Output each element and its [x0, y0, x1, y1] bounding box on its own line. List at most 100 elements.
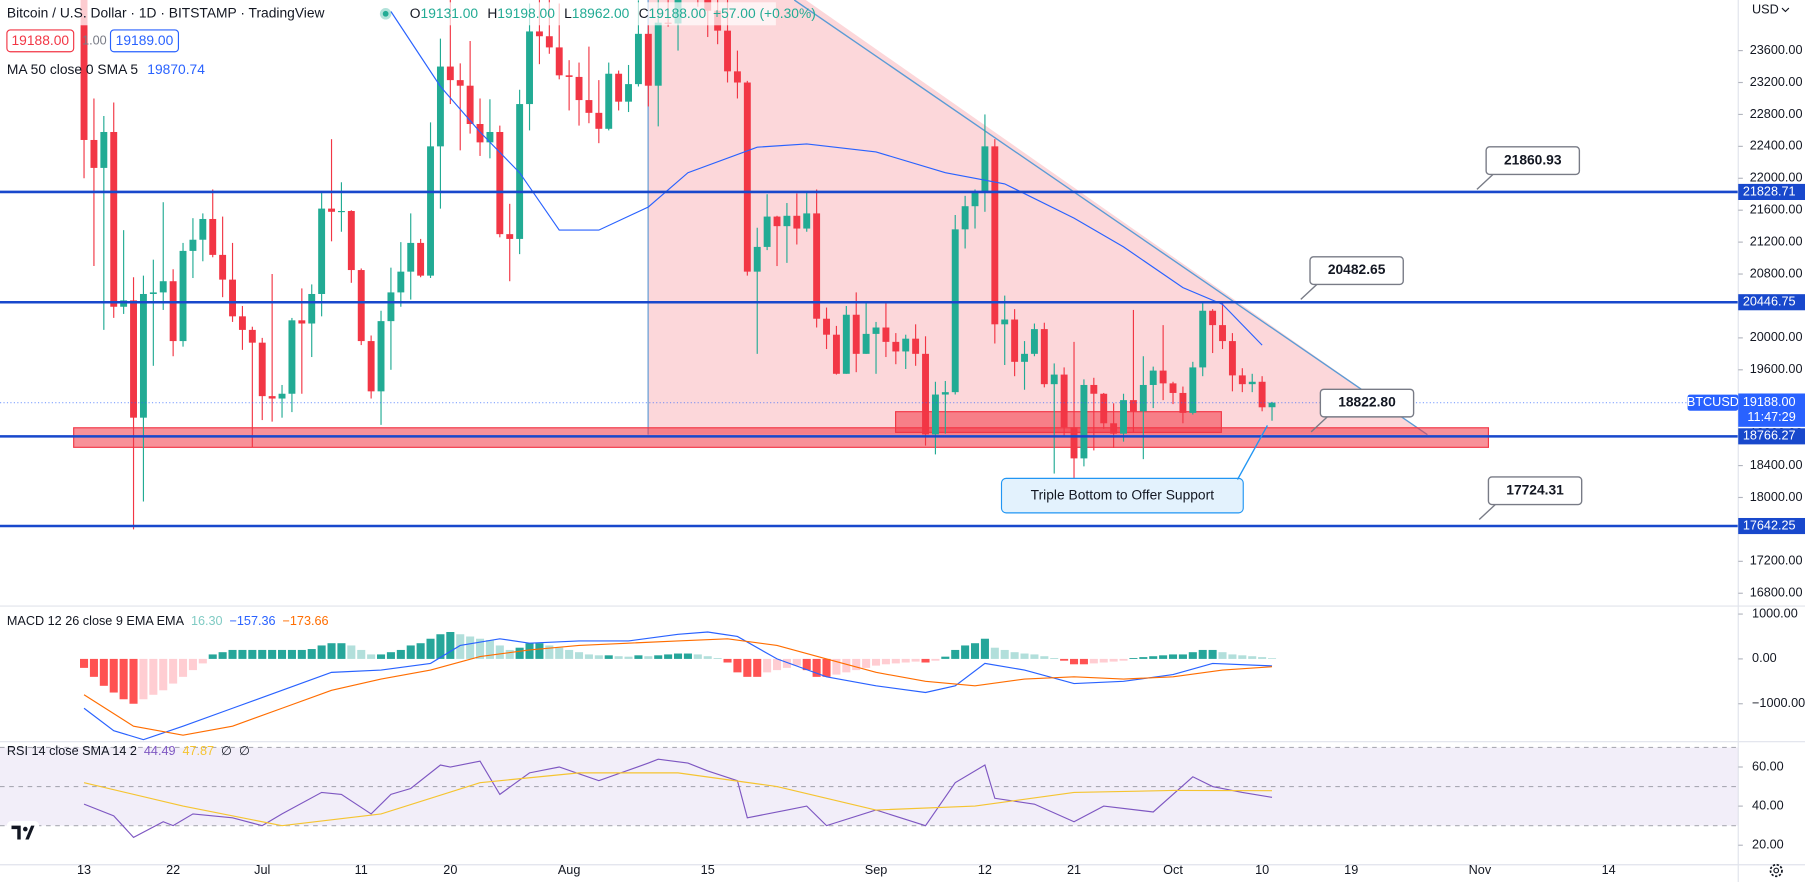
macd-bar — [961, 645, 970, 659]
header-bg — [0, 0, 380, 26]
macd-bar — [1258, 657, 1267, 659]
macd-bar — [723, 658, 732, 663]
candle-body — [466, 85, 474, 125]
candle-body — [1189, 367, 1197, 413]
ohlc-key: O — [410, 5, 421, 20]
candle-body — [961, 206, 969, 230]
macd-bar — [436, 634, 445, 659]
macd-bar — [654, 655, 663, 659]
rsi-series — [0, 746, 1739, 839]
macd-bar — [317, 645, 326, 659]
macd-bar — [1089, 658, 1098, 664]
candle-body — [229, 279, 236, 317]
macd-bar — [713, 658, 722, 659]
level-tag — [1738, 428, 1805, 445]
rsi-value: ∅ — [239, 744, 250, 758]
callout-label: 18822.80 — [1338, 395, 1396, 410]
callout-box — [1309, 256, 1404, 286]
macd-bar — [416, 643, 425, 659]
spread: 1.00 — [82, 34, 107, 48]
callout-label: 21860.93 — [1504, 152, 1562, 167]
macd-bar — [782, 658, 791, 668]
x-tick-label: Oct — [1163, 863, 1183, 877]
macd-bar — [406, 645, 415, 659]
candle-body — [367, 341, 375, 392]
logo — [6, 821, 40, 847]
gear[interactable] — [1769, 863, 1783, 878]
callout-box — [1319, 388, 1415, 418]
candle-body — [1169, 383, 1177, 393]
candle-body — [813, 213, 821, 319]
macd-name: MACD 12 26 close 9 EMA EMA — [7, 614, 185, 628]
symbol-tag — [1687, 394, 1739, 411]
macd-bar — [871, 658, 881, 666]
candle-body — [595, 112, 603, 129]
macd-bar — [970, 643, 980, 659]
ask-box[interactable] — [109, 29, 180, 53]
ohlc-key: H — [487, 5, 497, 20]
macd-bar — [446, 632, 455, 659]
y-tick-label: 21200.00 — [1750, 234, 1803, 248]
x-tick-label: 12 — [978, 863, 992, 877]
macd-bar — [980, 638, 989, 659]
ohlc-change: +57.00 (+0.30%) — [713, 5, 816, 20]
candle-body — [278, 393, 286, 399]
bid-box[interactable] — [6, 29, 75, 53]
candle-body — [80, 0, 88, 140]
candle-body — [941, 392, 949, 395]
macd-bar — [624, 656, 633, 659]
macd-bar — [99, 658, 108, 686]
macd-bar — [1099, 658, 1108, 663]
macd-bar — [911, 658, 920, 662]
candle-body — [1209, 310, 1217, 326]
macd-value: 16.30 — [191, 614, 223, 628]
annotation-box — [1000, 477, 1244, 514]
candle-body — [1060, 374, 1068, 428]
macd-bar — [753, 658, 762, 677]
macd-bar — [822, 658, 831, 677]
macd-bar — [337, 643, 346, 659]
y-tick-label: 22000.00 — [1750, 171, 1803, 185]
x-tick-label: 21 — [1067, 863, 1081, 877]
candle-body — [1011, 319, 1019, 362]
macd-bar — [1050, 658, 1059, 659]
price-tag — [1738, 393, 1805, 427]
candle-body — [219, 254, 227, 280]
candle-body — [1258, 381, 1266, 408]
level-label: 18766.27 — [1743, 429, 1796, 443]
candle-body — [1100, 393, 1108, 424]
y-tick-label: 21600.00 — [1750, 203, 1803, 217]
macd-bar — [307, 649, 316, 659]
candle-body — [625, 84, 632, 102]
callout-label: 17724.31 — [1506, 482, 1564, 497]
candle-body — [862, 333, 870, 354]
candle-body — [823, 318, 830, 335]
candle-body — [248, 329, 256, 343]
candle-body — [912, 338, 920, 354]
macd-bar — [614, 656, 623, 659]
candle-body — [1001, 319, 1009, 325]
currency[interactable]: USD — [1752, 3, 1779, 17]
candle-body — [991, 146, 999, 325]
macd-bar — [505, 649, 514, 659]
callout-pointer — [1476, 173, 1494, 190]
ma-name: MA 50 close 0 SMA 5 — [7, 62, 139, 77]
candle-body — [397, 271, 405, 293]
candle-body — [634, 33, 642, 85]
macd-bar — [535, 643, 544, 659]
macd-bar — [119, 658, 128, 700]
settings-icon[interactable] — [1769, 863, 1783, 878]
candle-body — [1248, 381, 1256, 385]
macd-bar — [1069, 658, 1079, 665]
price-series — [80, 0, 1276, 530]
currency-caret — [1781, 7, 1790, 13]
macd-bar — [1267, 658, 1277, 659]
candle-body — [1268, 402, 1276, 408]
macd-bar — [1228, 654, 1237, 659]
candle-body — [456, 80, 464, 86]
macd-bar — [921, 658, 930, 663]
rsi-header: RSI 14 close SMA 14 2 44.49 47.87 ∅ ∅ — [7, 744, 250, 758]
y-tick-label: 40.00 — [1752, 798, 1784, 812]
macd-bar — [802, 658, 811, 671]
macd-bar — [832, 658, 841, 675]
